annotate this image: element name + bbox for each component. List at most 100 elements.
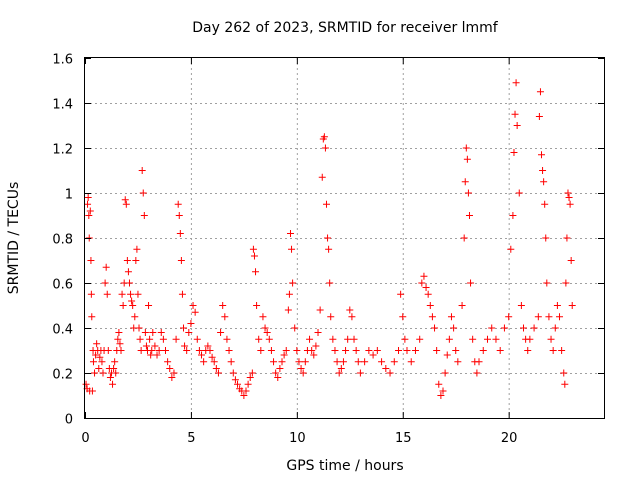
data-point bbox=[177, 257, 185, 264]
data-point bbox=[84, 200, 92, 208]
data-point bbox=[321, 144, 329, 152]
data-point bbox=[263, 329, 271, 336]
data-point bbox=[565, 194, 573, 201]
data-point bbox=[460, 234, 468, 242]
data-point bbox=[289, 279, 297, 287]
y-tick-label: 1.2 bbox=[52, 143, 73, 158]
data-point bbox=[112, 369, 120, 377]
y-tick-label: 0.6 bbox=[52, 278, 73, 293]
data-point bbox=[342, 347, 350, 354]
data-point bbox=[339, 358, 347, 366]
data-point bbox=[397, 290, 405, 298]
data-point bbox=[204, 342, 212, 350]
data-point bbox=[291, 324, 299, 332]
data-point bbox=[164, 358, 172, 366]
data-point bbox=[246, 374, 254, 381]
data-point bbox=[206, 347, 214, 354]
data-point bbox=[564, 189, 572, 197]
data-point bbox=[322, 200, 330, 208]
data-point bbox=[568, 302, 576, 309]
data-point bbox=[293, 347, 301, 354]
data-point bbox=[248, 369, 256, 377]
plot-frame bbox=[84, 57, 605, 419]
data-point bbox=[373, 347, 381, 354]
data-point bbox=[314, 329, 322, 336]
data-point bbox=[536, 88, 544, 96]
data-point bbox=[124, 268, 132, 276]
data-point bbox=[175, 212, 183, 219]
grid-lines bbox=[85, 58, 604, 418]
data-point bbox=[505, 313, 513, 321]
data-point bbox=[512, 79, 520, 87]
data-point bbox=[411, 347, 419, 354]
data-point bbox=[361, 358, 369, 366]
data-point bbox=[137, 347, 145, 354]
data-point bbox=[138, 167, 146, 174]
data-point bbox=[111, 358, 119, 366]
data-point bbox=[535, 113, 543, 120]
data-point bbox=[299, 369, 307, 377]
data-point bbox=[267, 347, 275, 354]
data-point bbox=[214, 369, 222, 377]
data-point bbox=[556, 313, 564, 321]
y-tick-label: 0.8 bbox=[52, 233, 73, 248]
data-point bbox=[200, 358, 208, 366]
data-point bbox=[118, 290, 126, 298]
data-point bbox=[562, 279, 570, 287]
x-tick-label: 15 bbox=[395, 431, 412, 446]
data-point bbox=[465, 212, 473, 219]
data-point bbox=[344, 335, 352, 343]
data-point bbox=[473, 369, 481, 377]
data-point bbox=[98, 358, 106, 366]
data-point bbox=[136, 335, 144, 343]
data-point bbox=[187, 320, 195, 327]
data-point bbox=[103, 290, 111, 298]
data-point bbox=[464, 189, 472, 197]
data-point bbox=[551, 324, 559, 332]
data-point bbox=[517, 302, 525, 309]
data-point bbox=[109, 380, 117, 388]
y-tick-label: 1 bbox=[65, 188, 73, 203]
data-point bbox=[382, 365, 390, 372]
data-point bbox=[135, 324, 143, 332]
data-point bbox=[458, 302, 466, 309]
y-tick-label: 0.2 bbox=[52, 368, 73, 383]
data-point bbox=[229, 369, 237, 377]
data-point bbox=[461, 178, 469, 186]
data-point bbox=[560, 369, 568, 377]
data-point bbox=[176, 230, 184, 237]
data-point bbox=[450, 324, 458, 332]
data-point bbox=[250, 252, 258, 260]
data-point bbox=[157, 329, 165, 336]
data-point bbox=[221, 313, 229, 321]
data-point bbox=[155, 347, 163, 354]
data-point bbox=[513, 122, 521, 129]
data-point bbox=[153, 351, 161, 359]
data-point bbox=[318, 173, 326, 181]
data-point bbox=[174, 200, 182, 208]
data-point bbox=[346, 306, 354, 314]
data-point bbox=[148, 347, 156, 354]
data-point bbox=[274, 374, 282, 381]
data-point bbox=[335, 369, 343, 377]
data-point bbox=[420, 272, 428, 280]
data-point bbox=[452, 347, 460, 354]
data-point bbox=[437, 392, 445, 399]
data-point bbox=[488, 324, 496, 332]
data-point bbox=[131, 313, 139, 321]
data-point bbox=[553, 302, 561, 309]
data-point bbox=[278, 358, 286, 366]
data-point bbox=[99, 369, 107, 377]
data-point bbox=[539, 167, 547, 174]
data-point bbox=[352, 347, 360, 354]
data-point bbox=[223, 335, 231, 343]
data-point bbox=[297, 365, 305, 372]
data-point bbox=[134, 290, 142, 298]
x-tick-label: 0 bbox=[81, 431, 89, 446]
data-point bbox=[428, 313, 436, 321]
data-point bbox=[348, 313, 356, 321]
data-point bbox=[288, 245, 296, 253]
data-point bbox=[426, 302, 434, 309]
data-point bbox=[530, 324, 538, 332]
data-point bbox=[507, 245, 515, 253]
